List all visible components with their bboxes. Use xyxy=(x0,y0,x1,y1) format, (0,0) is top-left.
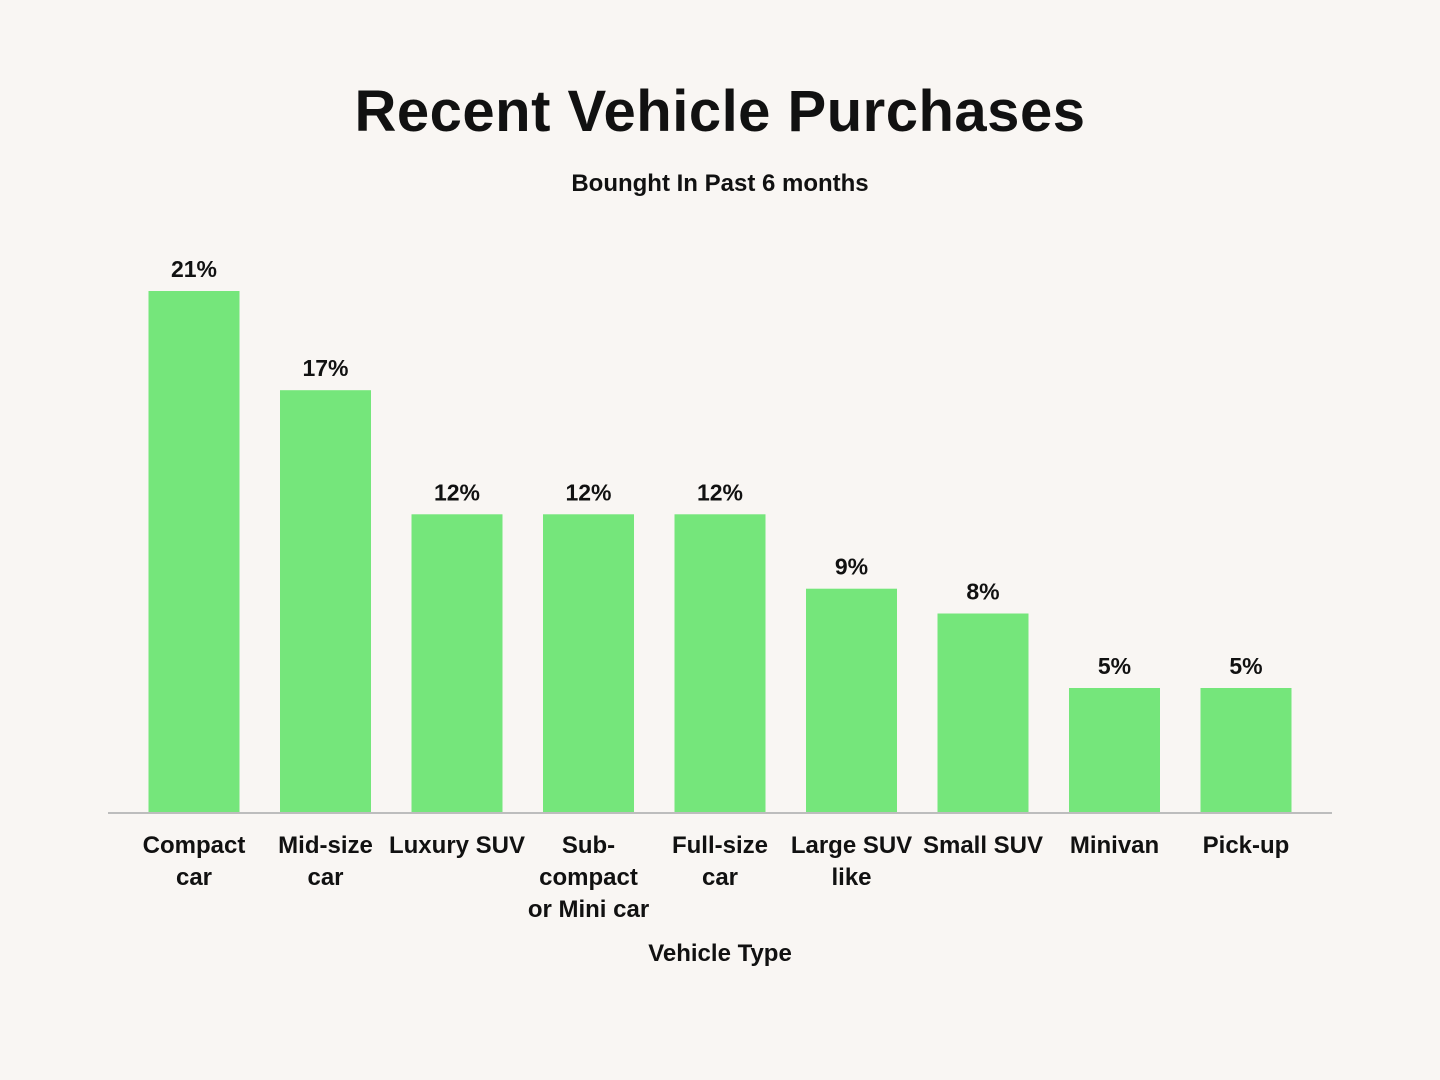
x-tick-label-4: Full-size car xyxy=(672,832,768,891)
bar-4 xyxy=(674,514,766,812)
data-label-2: 12% xyxy=(434,479,480,505)
data-label-3: 12% xyxy=(565,479,611,505)
bar-3 xyxy=(543,514,634,812)
data-label-6: 8% xyxy=(966,579,999,605)
data-label-0: 21% xyxy=(171,256,217,282)
data-label-5: 9% xyxy=(835,554,868,580)
bar-6 xyxy=(937,613,1029,812)
bar-5 xyxy=(806,588,897,812)
data-label-1: 17% xyxy=(302,355,348,381)
x-tick-label-7: Minivan xyxy=(1070,832,1159,859)
x-tick-label-1: Mid-size car xyxy=(278,832,373,891)
bar-2 xyxy=(411,514,503,812)
bar-1 xyxy=(280,390,371,812)
bar-8 xyxy=(1200,688,1292,812)
chart-subtitle: Bounght In Past 6 months xyxy=(571,170,869,197)
x-tick-label-0: Compact car xyxy=(143,832,246,891)
x-tick-label-5: Large SUV like xyxy=(791,832,912,891)
x-tick-label-8: Pick-up xyxy=(1203,832,1290,859)
x-tick-label-3: Sub-compact or Mini car xyxy=(528,832,649,923)
bar-0 xyxy=(148,291,240,812)
x-tick-label-6: Small SUV xyxy=(923,832,1043,859)
x-axis-title: Vehicle Type xyxy=(648,940,792,967)
data-label-7: 5% xyxy=(1098,653,1131,679)
data-label-4: 12% xyxy=(697,479,743,505)
x-tick-label-2: Luxury SUV xyxy=(389,832,525,859)
chart-title: Recent Vehicle Purchases xyxy=(354,79,1086,144)
bar-7 xyxy=(1069,688,1160,812)
data-label-8: 5% xyxy=(1229,653,1262,679)
